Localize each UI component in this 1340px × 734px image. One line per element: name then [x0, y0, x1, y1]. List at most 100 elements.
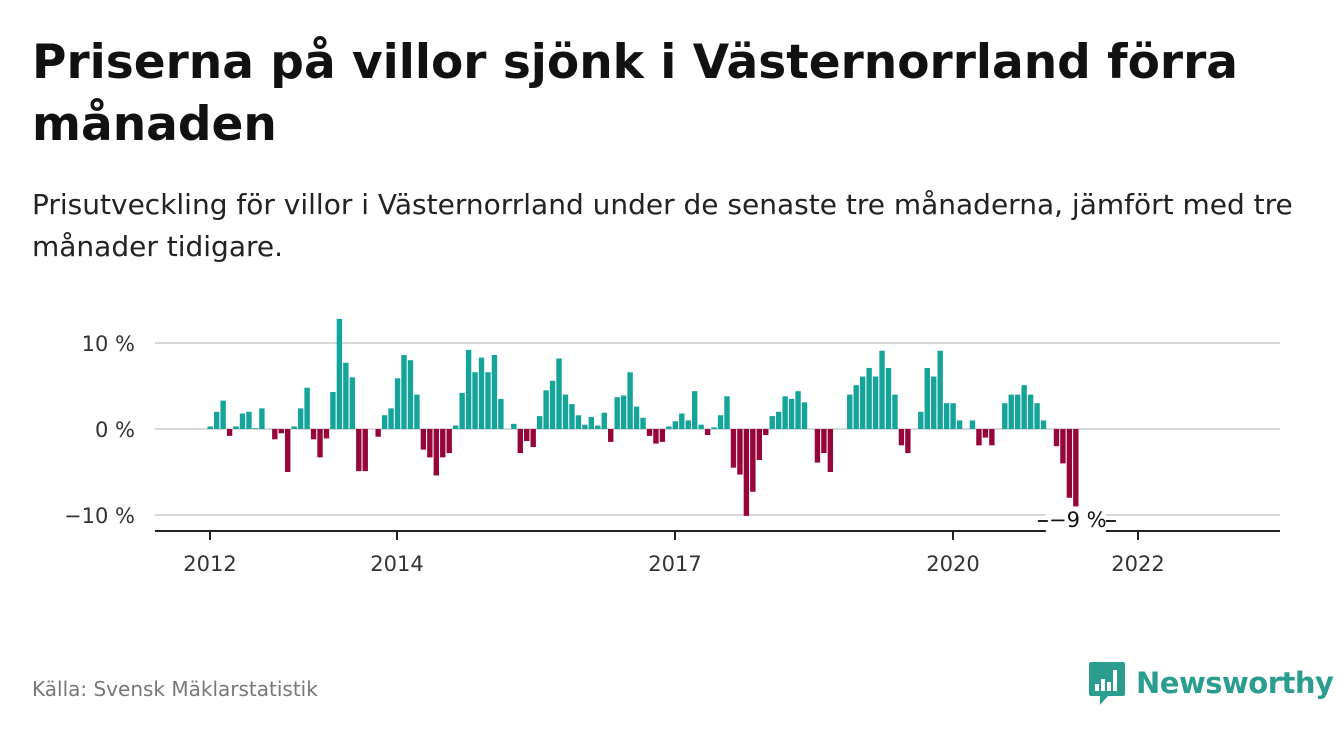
bar-chart: 10 % 0 % −10 % 2012 2014 2017 2020 2022−9 % [64, 318, 1280, 576]
bar [433, 429, 439, 476]
bar [562, 394, 569, 429]
bar [446, 429, 452, 454]
x-tick-label: 2020 [926, 552, 979, 576]
newsworthy-logo[interactable]: Newsworthy [1088, 660, 1334, 706]
bar [375, 429, 381, 437]
bar [614, 397, 620, 429]
bar [498, 398, 504, 429]
bar [511, 423, 517, 429]
bar [956, 420, 963, 429]
bar [756, 429, 762, 460]
bar [394, 378, 401, 429]
bar [213, 411, 220, 429]
bar [847, 394, 853, 429]
bar [905, 429, 911, 454]
bar [259, 408, 265, 429]
x-tick-label: 2012 [183, 552, 236, 576]
bar [524, 429, 530, 442]
bar [472, 372, 478, 429]
x-tick-label: 2022 [1111, 552, 1164, 576]
bar [381, 415, 388, 429]
bar [291, 426, 297, 429]
bar [879, 350, 885, 429]
bar [821, 429, 827, 454]
bar [898, 429, 905, 446]
bar [420, 429, 427, 450]
bar [407, 360, 414, 429]
bar [666, 426, 672, 429]
bar [1034, 403, 1040, 429]
bar [724, 396, 730, 429]
y-tick-label: −10 % [64, 504, 135, 528]
bar [633, 406, 640, 429]
bar [853, 385, 859, 429]
bar [601, 412, 607, 429]
bar [937, 350, 943, 429]
bar [452, 425, 459, 429]
bar [859, 376, 866, 429]
bar [782, 396, 788, 429]
bar [1027, 394, 1034, 429]
bars [207, 318, 1079, 516]
bar [743, 429, 750, 516]
bar [1066, 429, 1073, 498]
bar [401, 355, 407, 429]
bar [239, 413, 246, 429]
bar [388, 408, 394, 429]
bar [362, 429, 368, 472]
y-tick-label: 0 % [95, 418, 135, 442]
bar [220, 400, 226, 429]
y-tick-label: 10 % [82, 332, 135, 356]
bar [608, 429, 614, 442]
bar [246, 411, 252, 429]
axes: 2012 2014 2017 2020 2022−9 % [155, 507, 1280, 576]
bar [330, 392, 336, 429]
annotation-bg [1045, 507, 1106, 533]
bar [704, 429, 711, 436]
bar [440, 429, 446, 458]
bar [969, 420, 976, 429]
bar [989, 429, 995, 446]
bar [737, 429, 743, 475]
bar [491, 355, 498, 429]
bar [485, 372, 491, 429]
bar [349, 377, 356, 429]
bar [207, 426, 213, 429]
bar [763, 429, 769, 436]
chart-subtitle: Prisutveckling för villor i Västernorrla… [32, 188, 1293, 263]
bar [943, 403, 950, 429]
bar [536, 416, 543, 429]
bar [750, 429, 756, 492]
bar [478, 357, 485, 429]
bar [679, 413, 685, 429]
bar [323, 429, 330, 439]
chart-title: Priserna på villor sjönk i Västernorrlan… [32, 35, 1238, 152]
bar [692, 391, 698, 429]
bar [1002, 403, 1008, 429]
bar [310, 429, 317, 440]
x-tick-label: 2014 [370, 552, 423, 576]
bar [872, 376, 879, 429]
bar [827, 429, 834, 472]
bar [272, 429, 278, 440]
bar [982, 429, 989, 438]
bar [659, 429, 666, 442]
bar [569, 404, 575, 429]
bar [543, 390, 549, 429]
newsworthy-logo-icon [1089, 662, 1125, 705]
bar [1008, 394, 1014, 429]
x-tick-label: 2017 [648, 552, 701, 576]
bar [892, 394, 898, 429]
bar [556, 358, 562, 429]
bar [717, 415, 724, 429]
bar [1015, 394, 1021, 429]
bar [459, 392, 465, 429]
bar [931, 376, 937, 429]
bar [297, 408, 304, 429]
bar [1021, 385, 1027, 429]
bar [924, 367, 930, 429]
bar [336, 318, 343, 429]
bar [711, 427, 717, 429]
gridlines: 10 % 0 % −10 % [64, 332, 1280, 528]
bar [769, 416, 775, 429]
